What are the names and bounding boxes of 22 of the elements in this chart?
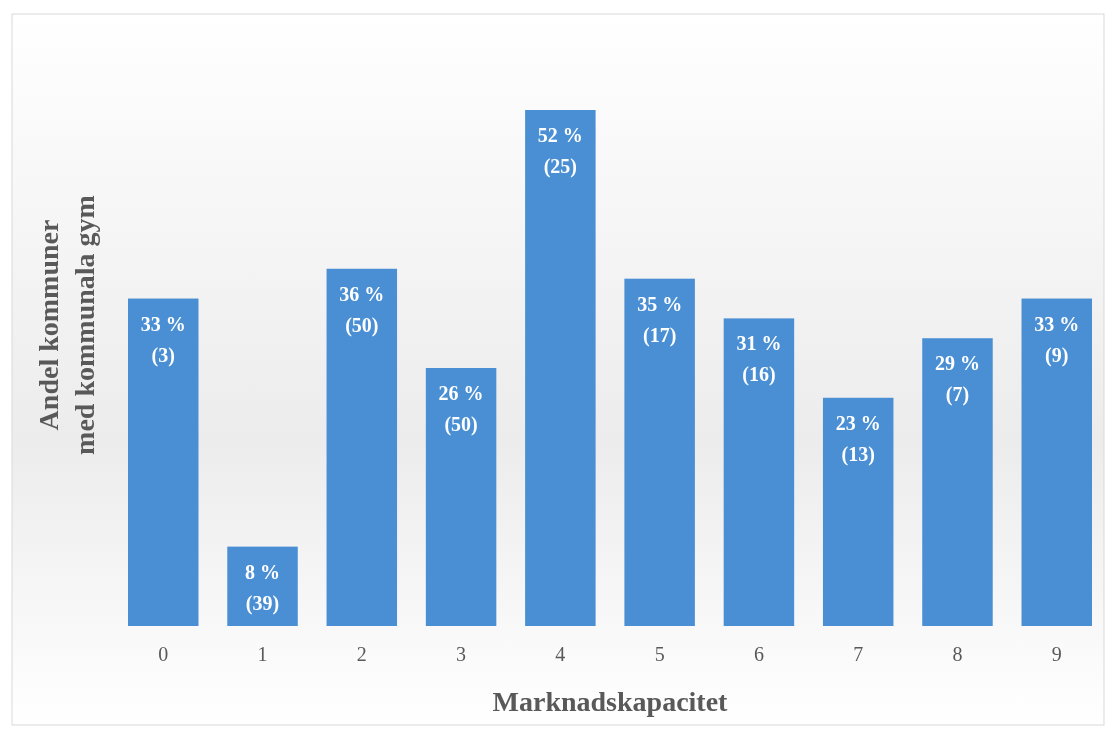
- data-label: 35 % (17): [637, 292, 683, 347]
- x-tick-label: 2: [356, 643, 367, 665]
- data-label: 36 % (50): [339, 282, 385, 337]
- x-tick-label: 6: [753, 643, 764, 665]
- x-tick-label: 9: [1051, 643, 1062, 665]
- x-tick-label: 4: [555, 643, 566, 665]
- data-label: 33 % (3): [140, 312, 186, 367]
- x-tick-label: 5: [654, 643, 665, 665]
- data-label: 29 % (7): [934, 352, 980, 407]
- data-label: 33 % (9): [1034, 312, 1080, 367]
- x-tick-label: 0: [158, 643, 169, 665]
- x-tick-label: 1: [257, 643, 268, 665]
- data-label: 52 % (25): [537, 124, 583, 178]
- data-label: 23 % (13): [835, 411, 881, 466]
- data-label: 8 % (39): [245, 560, 281, 615]
- data-label: 31 % (16): [736, 332, 782, 387]
- x-axis-title: Marknadskapacitet: [492, 686, 729, 717]
- x-tick-label: 8: [952, 643, 963, 665]
- x-tick-label: 3: [456, 643, 467, 665]
- data-label: 26 % (50): [438, 382, 484, 436]
- x-tick-label: 7: [853, 643, 864, 665]
- y-axis-title: Andel kommuner med kommunala gym: [33, 195, 100, 455]
